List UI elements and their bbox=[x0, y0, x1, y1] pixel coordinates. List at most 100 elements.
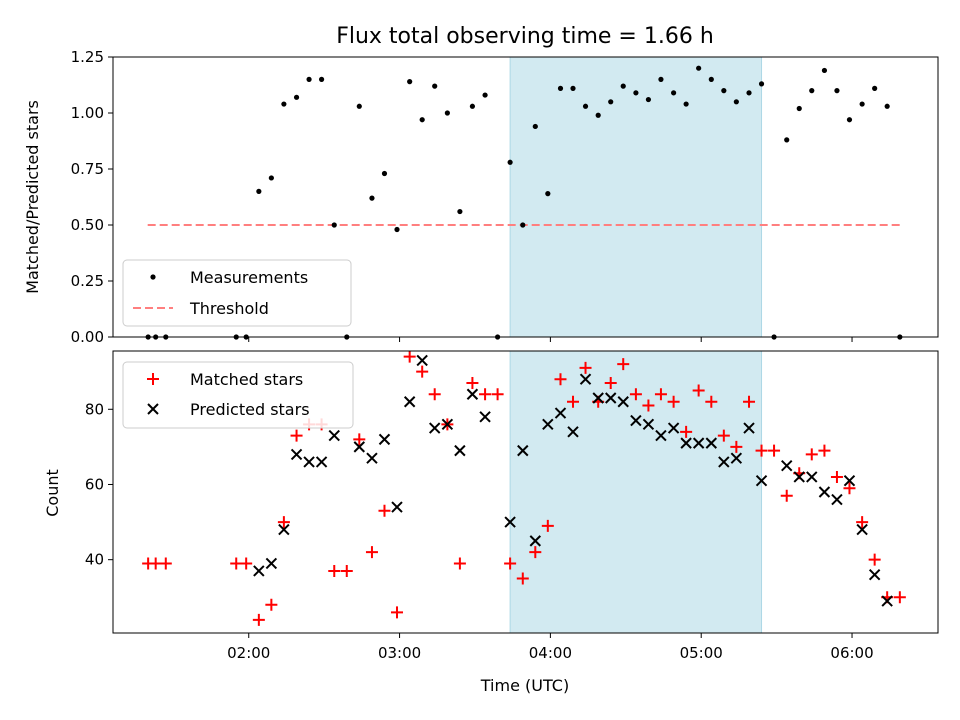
matched-star-point bbox=[353, 433, 366, 446]
predicted-star-point bbox=[730, 452, 743, 464]
measurement-point bbox=[746, 90, 752, 96]
matched-star-point bbox=[579, 361, 592, 374]
top-measurement-points bbox=[145, 65, 903, 340]
matched-star-point bbox=[290, 429, 303, 442]
measurement-point bbox=[318, 76, 325, 82]
predicted-star-point bbox=[567, 426, 579, 438]
predicted-star-point bbox=[705, 437, 718, 449]
measurement-point bbox=[557, 85, 564, 91]
chart-title: Flux total observing time = 1.66 h bbox=[336, 24, 714, 49]
matched-star-point bbox=[378, 504, 391, 517]
measurement-point bbox=[872, 85, 878, 91]
measurement-point bbox=[394, 226, 400, 233]
measurement-point bbox=[306, 76, 312, 82]
matched-star-point bbox=[868, 553, 881, 566]
top-y-ticks: 0.00 0.25 0.50 0.75 1.00 1.25 bbox=[71, 48, 113, 346]
matched-star-point bbox=[642, 399, 655, 412]
matched-star-point bbox=[692, 384, 705, 397]
top-y-tick-label: 1.25 bbox=[71, 48, 104, 66]
legend-matched-label: Matched stars bbox=[190, 370, 303, 389]
matched-star-point bbox=[491, 388, 504, 401]
predicted-star-point bbox=[416, 354, 428, 367]
measurement-point bbox=[469, 103, 476, 109]
bottom-y-tick-label: 60 bbox=[85, 475, 104, 493]
predicted-star-point bbox=[253, 565, 265, 577]
predicted-star-point bbox=[315, 456, 328, 468]
measurement-point bbox=[582, 103, 589, 109]
measurement-point bbox=[796, 105, 802, 112]
matched-star-point bbox=[403, 350, 416, 363]
top-legend: Measurements Threshold bbox=[122, 259, 352, 327]
predicted-star-point bbox=[806, 471, 818, 483]
bottom-axes-frame bbox=[112, 350, 939, 634]
x-tick-label: 02:00 bbox=[227, 644, 270, 662]
matched-star-point bbox=[252, 613, 265, 626]
matched-star-point bbox=[529, 546, 542, 559]
matched-star-point bbox=[365, 546, 378, 559]
predicted-star-point bbox=[781, 459, 793, 472]
matched-star-point bbox=[705, 395, 718, 408]
predicted-star-point bbox=[868, 569, 881, 581]
measurement-point bbox=[268, 175, 274, 181]
legend-predicted-label: Predicted stars bbox=[190, 400, 310, 419]
legend-predicted-marker bbox=[147, 403, 159, 415]
x-tick-label: 03:00 bbox=[378, 644, 421, 662]
matched-star-point bbox=[818, 444, 831, 457]
matched-star-point bbox=[240, 557, 253, 570]
measurement-point bbox=[846, 117, 853, 123]
measurement-point bbox=[595, 112, 601, 118]
measurement-point bbox=[658, 76, 664, 82]
measurement-point bbox=[281, 101, 287, 107]
top-panel: 0.00 0.25 0.50 0.75 1.00 1.25 Matched/Predict… bbox=[23, 48, 939, 346]
bottom-y-tick-label: 40 bbox=[85, 551, 104, 569]
measurement-point bbox=[369, 195, 375, 201]
matched-star-point bbox=[843, 482, 856, 495]
top-y-tick-label: 0.50 bbox=[71, 216, 104, 234]
legend-threshold-label: Threshold bbox=[189, 299, 269, 318]
bottom-y-axis-label: Count bbox=[43, 469, 62, 517]
measurement-point bbox=[407, 79, 413, 85]
matched-star-point bbox=[466, 376, 479, 389]
matched-star-point bbox=[340, 564, 353, 577]
predicted-star-point bbox=[278, 523, 290, 536]
measurement-point bbox=[859, 101, 865, 107]
predicted-star-point bbox=[592, 392, 604, 404]
bottom-legend-box bbox=[122, 361, 354, 429]
measurement-point bbox=[608, 99, 614, 105]
legend-measurements-label: Measurements bbox=[190, 268, 308, 287]
top-y-tick-label: 0.75 bbox=[71, 160, 104, 178]
predicted-star-point bbox=[743, 422, 755, 434]
measurement-point bbox=[708, 76, 714, 82]
matched-star-point bbox=[856, 516, 869, 529]
predicted-star-point bbox=[542, 418, 554, 431]
top-y-axis-label: Matched/Predicted stars bbox=[23, 100, 42, 294]
matched-star-point bbox=[159, 557, 172, 570]
predicted-star-point bbox=[692, 437, 705, 449]
measurement-point bbox=[444, 110, 450, 116]
matched-star-point bbox=[277, 516, 290, 529]
matched-star-point bbox=[541, 519, 554, 532]
matched-star-point bbox=[328, 564, 341, 577]
measurement-point bbox=[683, 101, 689, 107]
measurement-point bbox=[721, 88, 727, 94]
predicted-star-point bbox=[328, 429, 340, 442]
matched-star-point bbox=[780, 489, 793, 502]
measurement-point bbox=[570, 85, 576, 91]
measurement-point bbox=[696, 65, 702, 71]
matched-star-point bbox=[504, 557, 517, 570]
predicted-star-point bbox=[366, 452, 378, 464]
predicted-star-point bbox=[554, 407, 567, 419]
bottom-y-tick-label: 80 bbox=[85, 400, 104, 418]
predicted-star-point bbox=[428, 422, 441, 434]
predicted-star-point bbox=[755, 475, 768, 487]
matched-star-point bbox=[567, 395, 580, 408]
predicted-star-point bbox=[605, 392, 617, 404]
matched-star-point bbox=[479, 388, 492, 401]
predicted-star-point bbox=[831, 493, 843, 506]
matched-star-point bbox=[717, 429, 730, 442]
measurement-point bbox=[356, 103, 362, 109]
matched-star-point bbox=[830, 470, 843, 483]
measurement-point bbox=[784, 137, 790, 143]
